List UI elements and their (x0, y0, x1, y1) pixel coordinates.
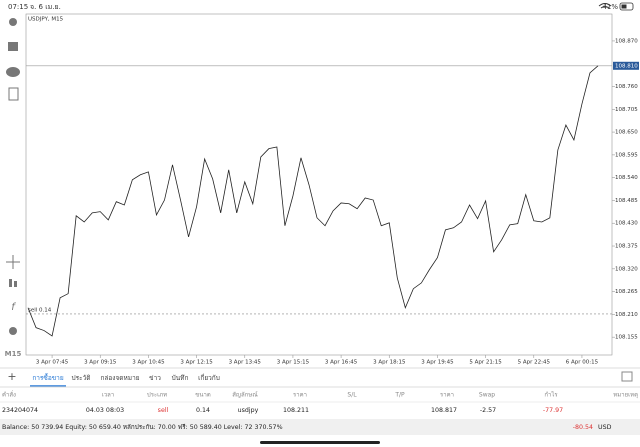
cell: sell (158, 407, 169, 414)
plot-frame (25, 13, 613, 356)
column-header: ประเภท (147, 392, 167, 399)
status-time: 07:15 (8, 3, 28, 11)
order-label: sell 0.14 (28, 307, 52, 313)
add-button[interactable]: + (7, 370, 16, 383)
status-date: จ. 6 เม.ย. (30, 3, 61, 11)
tab[interactable]: กล่องจดหมาย (100, 374, 139, 382)
x-tick-label: 3 Apr 15:15 (277, 360, 310, 366)
column-header: Swap (479, 392, 495, 399)
x-tick-label: 3 Apr 09:15 (84, 360, 117, 366)
column-header: สัญลักษณ์ (232, 391, 258, 399)
x-tick-label: 3 Apr 19:45 (421, 360, 454, 366)
cell: -77.97 (543, 407, 563, 414)
column-header: หมายเหตุ (613, 392, 638, 399)
cell: 04.03 08:03 (86, 407, 124, 414)
x-tick-label: 6 Apr 00:15 (566, 360, 599, 366)
y-tick-label: 108.210 (615, 312, 638, 318)
tool-function[interactable]: f (11, 302, 16, 313)
tool-objects[interactable] (9, 327, 17, 335)
x-tick-label: 3 Apr 18:15 (373, 360, 406, 366)
cell: 108.817 (431, 407, 457, 414)
tab[interactable]: การซื้อขาย (32, 373, 63, 382)
column-header: คำสั่ง (2, 391, 16, 399)
y-tick-label: 108.705 (615, 107, 638, 113)
x-tick-label: 5 Apr 21:15 (469, 360, 502, 366)
x-tick-label: 3 Apr 10:45 (132, 360, 165, 366)
y-tick-label: 108.870 (615, 38, 638, 44)
price-line-series (27, 65, 599, 337)
y-tick-label: 108.265 (615, 289, 638, 295)
expand-icon[interactable] (621, 371, 633, 382)
column-header: ขนาด (195, 392, 211, 399)
left-toolbar: f (6, 18, 20, 335)
y-tick-label: 108.760 (615, 84, 638, 90)
tabs: การซื้อขาย ประวัติ กล่องจดหมาย ข่าว บันทึก เก… (30, 373, 220, 387)
tool-indicators-2 (14, 281, 17, 287)
footer-bar (0, 419, 640, 435)
chart-title: USDJPY, M15 (28, 17, 64, 23)
timeframe[interactable]: M15 (5, 350, 22, 358)
x-tick-label: 5 Apr 22:45 (518, 360, 551, 366)
column-header: ราคา (440, 392, 454, 399)
price-box (613, 61, 639, 70)
battery-icon (619, 2, 634, 11)
account-summary: Balance: 50 739.94 Equity: 50 659.40 หลั… (2, 423, 283, 431)
x-tick-label: 3 Apr 16:45 (325, 360, 358, 366)
tool-new[interactable] (8, 87, 19, 101)
tab[interactable]: ประวัติ (72, 374, 91, 382)
y-tick-label: 108.485 (615, 198, 638, 204)
tab[interactable]: ข่าว (149, 374, 161, 382)
tool-chat[interactable] (6, 67, 20, 77)
tool-indicators[interactable] (9, 279, 12, 287)
chart: 108.870 108.760 108.705 108.650 108.595 108.5… (26, 38, 639, 366)
y-tick-label: 108.650 (615, 130, 638, 136)
cell: 234204074 (2, 407, 38, 414)
x-tick-label: 3 Apr 07:45 (36, 360, 69, 366)
column-header: เวลา (102, 392, 114, 399)
cell: 108.211 (283, 407, 309, 414)
x-tick-label: 3 Apr 12:15 (180, 360, 213, 366)
tool-trade[interactable] (8, 42, 18, 51)
tab[interactable]: เกี่ยวกับ (198, 373, 220, 382)
y-tick-label: 108.320 (615, 266, 638, 272)
wifi-icon (598, 3, 612, 9)
y-tick-label: 108.375 (615, 244, 638, 250)
battery-text: 41% (602, 3, 618, 11)
column-header: S/L (347, 392, 357, 399)
column-header: T/P (394, 392, 405, 399)
y-tick-label: 108.595 (615, 152, 638, 158)
tool-cross[interactable] (6, 255, 20, 269)
y-tick-label: 108.155 (615, 335, 638, 341)
battery-level (621, 4, 627, 9)
cell: 0.14 (196, 407, 210, 414)
home-indicator (260, 441, 380, 444)
tool-crosshair[interactable] (9, 18, 17, 26)
y-tick-label: 108.430 (615, 221, 638, 227)
trade-table: คำสั่ง เวลา ประเภท ขนาด สัญลักษณ์ ราคา S/L T/P ร… (2, 391, 638, 415)
x-tick-label: 3 Apr 13:45 (229, 360, 262, 366)
y-tick-label: 108.540 (615, 175, 638, 181)
tab[interactable]: บันทึก (172, 374, 189, 382)
cell: -2.57 (480, 407, 496, 414)
total-profit: -80.54 (573, 424, 593, 431)
price-label: 108.810 (615, 63, 638, 69)
column-header: ราคา (293, 392, 307, 399)
cell: usdjpy (238, 407, 259, 414)
currency: USD (598, 424, 612, 431)
column-header: กำไร (544, 391, 558, 399)
